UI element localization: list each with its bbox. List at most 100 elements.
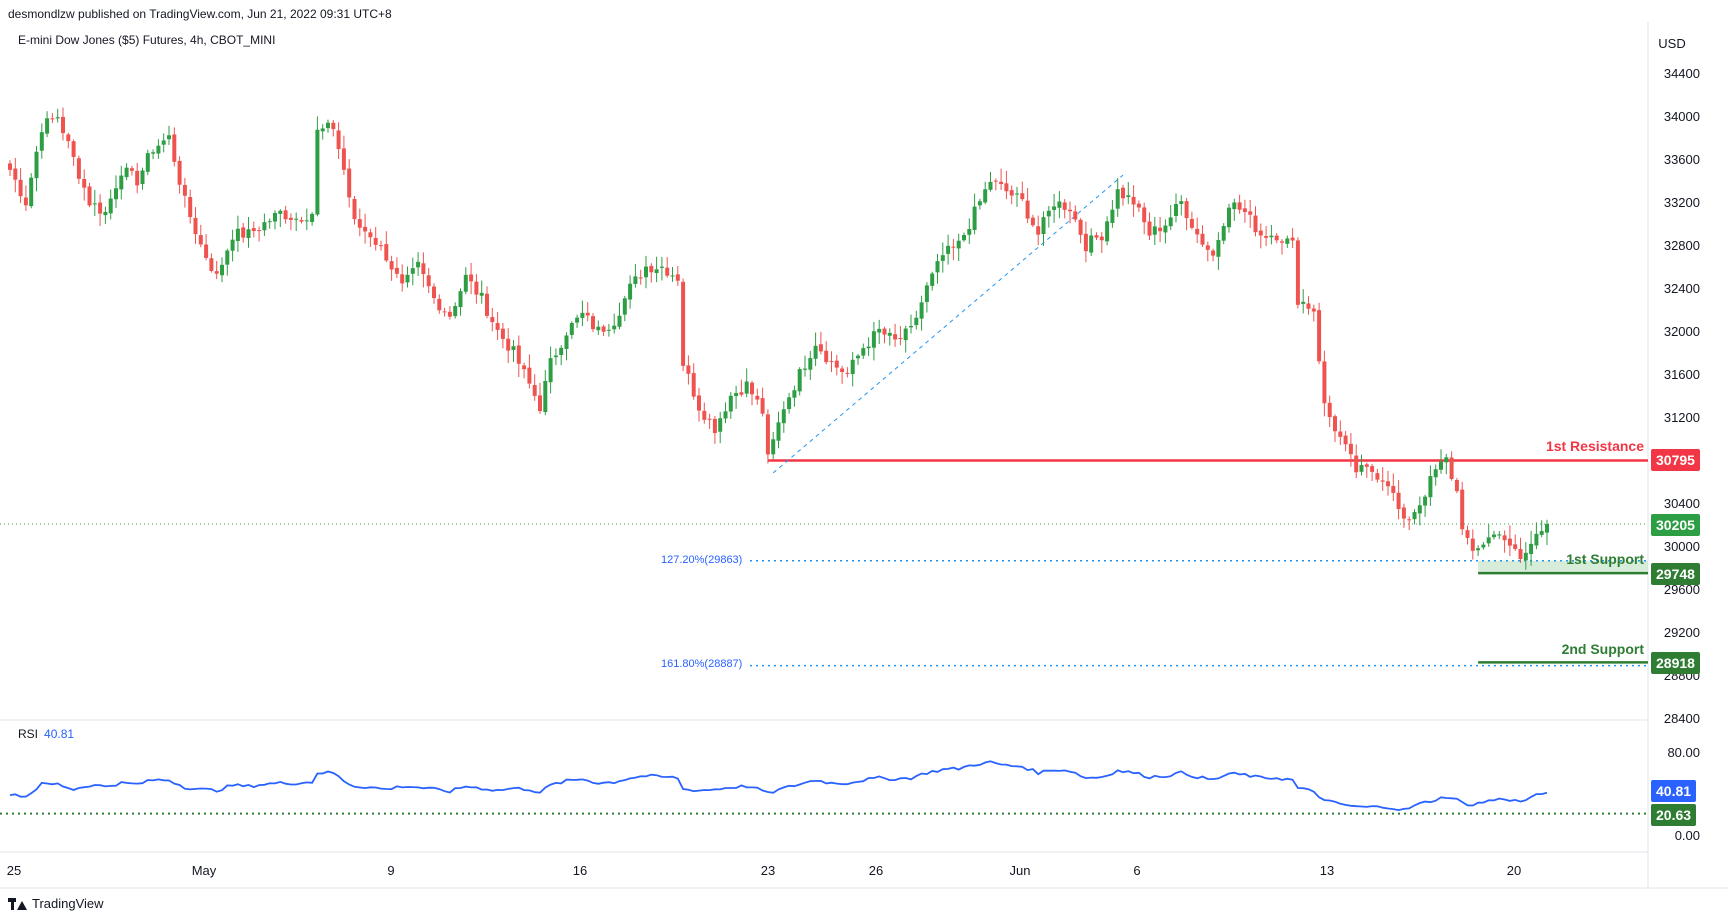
fib-161-label: 161.80%(28887): [661, 658, 743, 670]
candle-body-214: [1142, 207, 1147, 223]
candle-body-187: [999, 181, 1004, 185]
candle-body-115: [617, 315, 622, 327]
candle-body-158: [845, 372, 850, 374]
candle-body-7: [45, 118, 50, 134]
candle-body-105: [564, 335, 569, 349]
candle-body-248: [1322, 361, 1327, 404]
price-tick-32800: 32800: [1664, 238, 1700, 253]
candle-body-34: [188, 197, 193, 218]
time-tick-6: Jun: [1010, 863, 1031, 878]
candle-body-111: [596, 326, 601, 331]
candle-body-153: [818, 344, 823, 352]
candle-body-127: [681, 281, 686, 366]
rsi-legend: RSI 40.81: [18, 727, 74, 741]
candle-body-235: [1253, 215, 1258, 233]
price-tick-28400: 28400: [1664, 711, 1700, 726]
candle-body-90: [485, 293, 489, 316]
time-tick-7: 6: [1133, 863, 1140, 878]
candle-body-8: [50, 118, 55, 120]
candle-body-176: [940, 255, 945, 261]
candle-body-20: [114, 188, 118, 200]
candle-body-131: [702, 410, 707, 420]
candle-body-44: [241, 227, 246, 238]
fib-127-label: 127.20%(29863): [661, 554, 743, 566]
candle-body-85: [458, 291, 463, 308]
candle-body-54: [294, 218, 299, 220]
candle-body-232: [1237, 202, 1242, 210]
candle-body-282: [1502, 535, 1507, 541]
rsi-pane: 80.00 0.00: [0, 745, 1700, 843]
candle-body-225: [1200, 233, 1205, 245]
candle-body-28: [156, 145, 161, 154]
symbol-title[interactable]: E-mini Dow Jones ($5) Futures, 4h, CBOT_…: [18, 33, 276, 47]
candle-body-241: [1285, 238, 1290, 244]
price-tick-34400: 34400: [1664, 66, 1700, 81]
candle-body-40: [220, 264, 224, 276]
candle-body-278: [1481, 544, 1486, 548]
rsi-value-tag: 40.81: [1651, 780, 1697, 802]
candle-body-159: [850, 359, 855, 375]
candle-body-14: [82, 179, 87, 188]
candle-body-267: [1423, 496, 1428, 506]
candle-body-200: [1068, 209, 1072, 212]
candle-body-35: [193, 217, 198, 235]
candle-body-252: [1343, 435, 1348, 445]
candle-body-107: [575, 317, 580, 323]
candle-body-163: [871, 331, 876, 348]
candle-body-237: [1264, 236, 1269, 238]
candle-body-216: [1152, 226, 1157, 235]
candle-body-205: [1094, 235, 1099, 238]
candle-body-113: [606, 329, 611, 331]
candle-body-227: [1211, 250, 1216, 256]
candle-body-72: [389, 261, 394, 270]
candle-body-125: [670, 275, 675, 277]
candle-body-220: [1174, 204, 1178, 217]
candle-body-143: [765, 414, 770, 455]
candle-body-13: [76, 158, 81, 179]
candle-body-92: [495, 323, 500, 330]
candle-body-65: [352, 198, 357, 220]
candle-body-110: [591, 316, 595, 330]
candle-body-217: [1158, 227, 1163, 232]
candle-body-136: [728, 395, 733, 412]
chart-overlays: [0, 174, 1648, 667]
candle-body-134: [718, 418, 723, 432]
candle-body-71: [384, 244, 389, 261]
candle-body-209: [1115, 189, 1120, 209]
candle-body-135: [723, 411, 728, 419]
candle-body-244: [1301, 301, 1306, 304]
candle-body-32: [177, 160, 182, 185]
candle-body-119: [638, 277, 643, 279]
candle-body-263: [1401, 507, 1406, 519]
candle-body-49: [267, 221, 272, 223]
tradingview-brand[interactable]: TradingView: [8, 896, 104, 911]
candle-body-279: [1486, 537, 1491, 544]
candle-body-114: [612, 325, 617, 330]
support-2-label: 2nd Support: [1561, 641, 1644, 657]
candle-body-98: [527, 367, 532, 384]
support-1-label: 1st Support: [1566, 551, 1644, 567]
candle-body-88: [474, 281, 479, 295]
candle-body-226: [1205, 245, 1210, 250]
candle-body-160: [856, 355, 860, 359]
candle-body-77: [416, 261, 421, 268]
candle-body-129: [691, 373, 696, 397]
candle-body-145: [776, 422, 781, 441]
candle-body-139: [744, 381, 749, 394]
candle-body-212: [1131, 196, 1136, 205]
resistance-1-label: 1st Resistance: [1545, 438, 1644, 454]
candle-body-102: [548, 358, 553, 383]
candle-body-287: [1529, 543, 1534, 555]
candle-body-198: [1057, 201, 1062, 208]
candle-body-219: [1168, 217, 1173, 227]
candle-body-81: [437, 298, 442, 311]
candle-body-147: [787, 397, 792, 410]
candle-body-257: [1370, 466, 1375, 472]
time-tick-8: 13: [1320, 863, 1334, 878]
candle-body-268: [1428, 476, 1433, 498]
rsi-line: [9, 760, 1548, 812]
time-tick-5: 26: [869, 863, 883, 878]
candle-body-164: [877, 328, 882, 333]
candle-body-48: [262, 222, 267, 231]
